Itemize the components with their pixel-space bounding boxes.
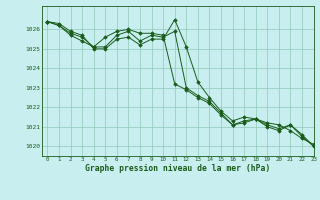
X-axis label: Graphe pression niveau de la mer (hPa): Graphe pression niveau de la mer (hPa) bbox=[85, 164, 270, 173]
